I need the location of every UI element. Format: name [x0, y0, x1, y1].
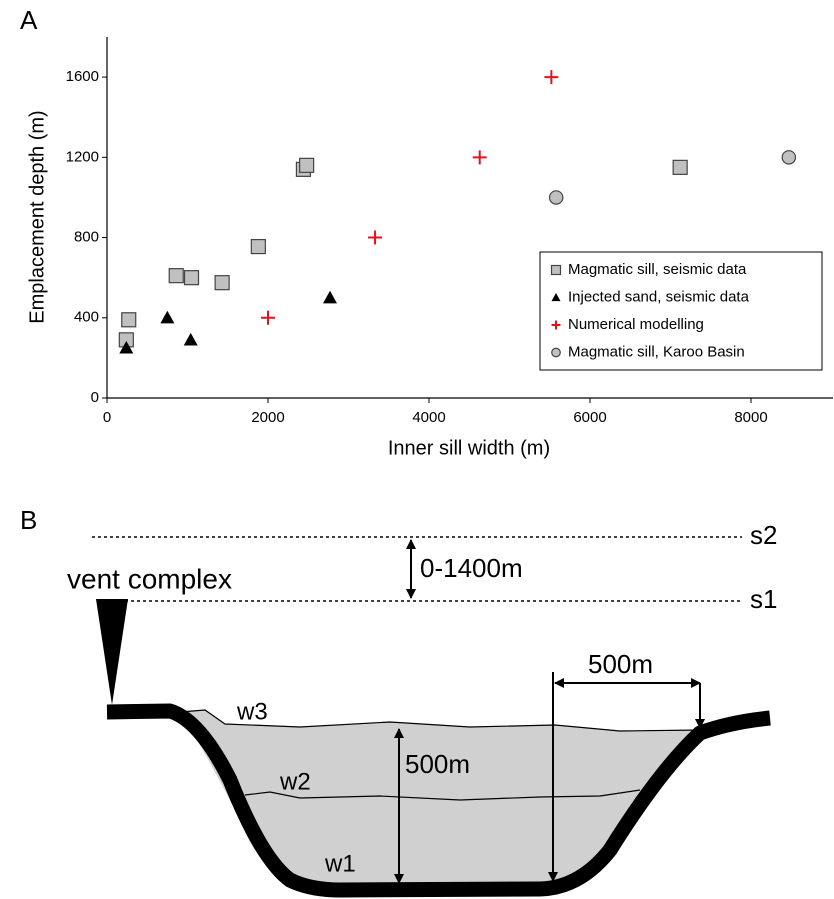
x-axis-label: Inner sill width (m): [388, 437, 550, 459]
x-tick-label: 2000: [251, 409, 284, 426]
legend-marker: [551, 293, 561, 302]
level-label: s2: [750, 520, 777, 550]
contour: [244, 789, 641, 801]
y-tick-label: 1600: [66, 68, 99, 85]
point: [119, 340, 134, 354]
width-label: 500m: [588, 649, 653, 679]
x-tick-label: 8000: [734, 409, 767, 426]
legend-label: Magmatic sill, seismic data: [568, 261, 747, 278]
x-tick-label: 4000: [412, 409, 445, 426]
point: [322, 290, 337, 304]
point: [160, 310, 175, 324]
point: [121, 312, 137, 328]
point: [672, 159, 688, 175]
point: [544, 70, 559, 85]
legend-marker: [550, 264, 562, 276]
contour-label: w3: [236, 698, 268, 725]
sill: [106, 703, 771, 898]
legend-marker: [551, 347, 561, 358]
point: [781, 150, 797, 165]
point: [368, 230, 383, 245]
range-label: 0-1400m: [420, 553, 523, 583]
x-tick-label: 6000: [573, 409, 606, 426]
contour: [179, 709, 701, 732]
legend-label: Numerical modelling: [568, 316, 704, 333]
vent: [96, 599, 128, 705]
y-tick-label: 400: [74, 309, 99, 326]
point: [183, 332, 198, 346]
y-tick-label: 800: [74, 229, 99, 246]
point: [168, 268, 184, 284]
panel-label: B: [20, 505, 37, 535]
depth-label: 500m: [405, 749, 470, 779]
vent-label: vent complex: [67, 563, 232, 594]
panel-label: A: [20, 5, 38, 35]
sill-fill: [180, 710, 700, 885]
level-label: s1: [750, 584, 777, 614]
y-tick-label: 0: [91, 389, 99, 406]
point: [261, 310, 275, 325]
x-tick-label: 0: [103, 409, 111, 426]
y-tick-label: 1200: [66, 148, 99, 165]
diagram: s2 s1 0-1400m vent complex 500m 500m w3 …: [67, 520, 777, 898]
legend-marker: [551, 320, 561, 330]
y-axis-label: Emplacement depth (m): [26, 110, 48, 323]
legend-box: [539, 251, 823, 371]
contour-label: w2: [279, 768, 311, 795]
contour-label: w1: [324, 850, 356, 877]
point: [548, 190, 564, 205]
point: [472, 150, 487, 165]
legend-label: Magmatic sill, Karoo Basin: [568, 343, 745, 360]
point: [299, 157, 315, 173]
point: [250, 238, 266, 255]
point: [214, 275, 230, 291]
point: [183, 270, 200, 286]
legend-label: Injected sand, seismic data: [568, 288, 750, 305]
